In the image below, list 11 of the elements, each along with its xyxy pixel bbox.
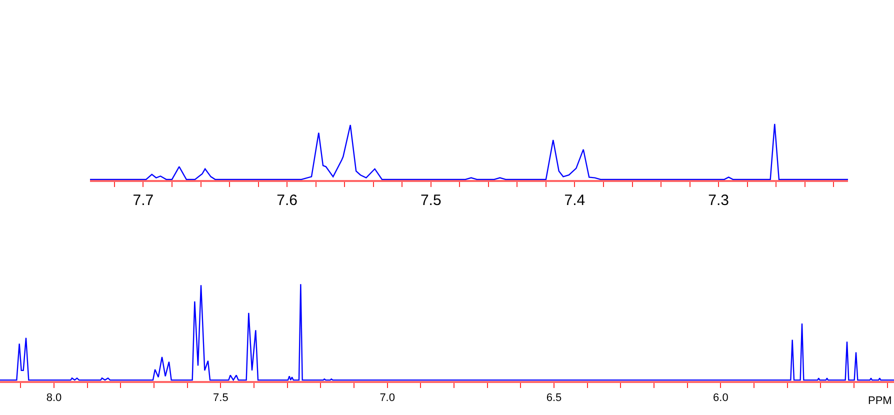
x-tick-label: 7.5 [420, 192, 442, 209]
x-tick-label: 7.3 [708, 192, 729, 209]
x-tick-label: 7.0 [380, 392, 395, 404]
x-tick-label: 6.0 [713, 392, 728, 404]
x-tick-label: 7.5 [213, 392, 228, 404]
x-axis-title: PPM [868, 395, 892, 407]
x-tick-label: 7.7 [132, 192, 154, 209]
x-tick-label: 7.6 [276, 192, 298, 209]
x-tick-label: 7.4 [564, 192, 586, 209]
x-tick-label: 8.0 [46, 392, 62, 404]
x-tick-label: 6.5 [546, 392, 562, 404]
